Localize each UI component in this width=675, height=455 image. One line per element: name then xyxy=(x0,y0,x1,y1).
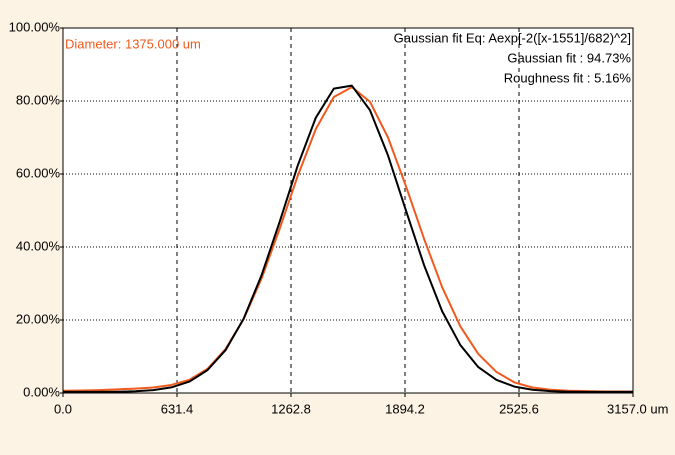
y-tick-label: 0.00% xyxy=(23,384,60,399)
roughness-fit: Roughness fit : 5.16% xyxy=(504,70,632,85)
x-tick-label: 3157.0 um xyxy=(607,401,668,416)
y-tick-label: 20.00% xyxy=(16,311,61,326)
x-tick-label: 631.4 xyxy=(161,401,194,416)
y-tick-label: 60.00% xyxy=(16,165,61,180)
grid xyxy=(63,28,633,393)
series-line xyxy=(63,84,633,393)
x-tick-label: 1262.8 xyxy=(271,401,311,416)
x-tick-label: 2525.6 xyxy=(499,401,539,416)
gaussian-fit: Gaussian fit : 94.73% xyxy=(507,50,631,65)
fit-equation: Gaussian fit Eq: Aexp[-2([x-1551]/682)^2… xyxy=(394,30,631,45)
x-tick-label: 1894.2 xyxy=(385,401,425,416)
y-tick-label: 80.00% xyxy=(16,92,61,107)
lines xyxy=(62,84,633,393)
plot-frame xyxy=(62,27,634,394)
y-tick-label: 40.00% xyxy=(16,238,61,253)
diameter-annotation: Diameter: 1375.000 um xyxy=(65,36,201,51)
y-tick-label: 100.00% xyxy=(9,19,61,34)
x-tick-label: 0.0 xyxy=(54,401,72,416)
